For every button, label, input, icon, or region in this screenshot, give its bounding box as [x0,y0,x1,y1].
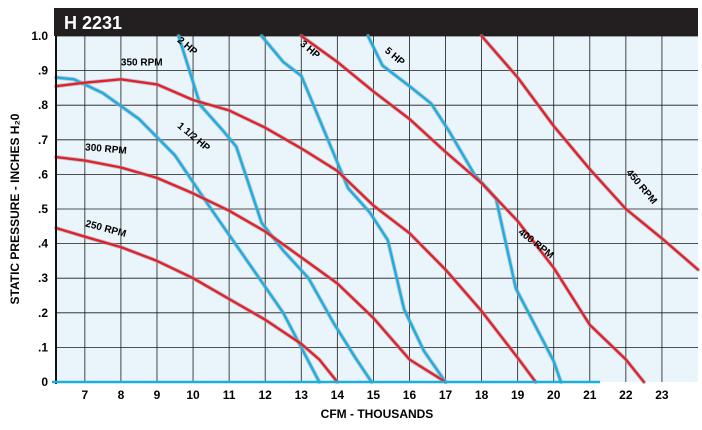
chart-title: H 2231 [64,13,122,33]
rpm-curve-250-rpm [54,226,339,384]
x-tick-label: 16 [403,388,417,402]
y-tick-label: 1.0 [31,29,48,43]
y-tick-label: .8 [38,98,48,112]
y-tick-label: .9 [38,64,48,78]
x-tick-label: 12 [259,388,273,402]
y-tick-label: .5 [38,202,48,216]
hp-curve-3-hp [260,34,447,384]
x-tick-label: 13 [295,388,309,402]
x-tick-label: 9 [154,388,161,402]
x-tick-label: 14 [331,388,345,402]
x-tick-label: 7 [82,388,89,402]
x-tick-label: 18 [475,388,489,402]
x-tick-label: 22 [619,388,633,402]
y-tick-labels: 0 .1 .2 .3 .4 .5 .6 .7 .8 .9 1.0 [31,29,48,389]
y-tick-label: .4 [38,237,48,251]
x-tick-label: 17 [439,388,453,402]
x-tick-label: 11 [223,388,236,402]
x-tick-label: 15 [367,388,381,402]
y-tick-label: .2 [38,306,48,320]
axis-lines [52,36,600,384]
x-axis-title: CFM - THOUSANDS [321,407,434,421]
x-tick-label: 10 [186,388,200,402]
rpm-curve-350-rpm [54,78,537,384]
x-tick-label: 21 [583,388,597,402]
x-tick-label: 19 [511,388,525,402]
curve-label-350-rpm: 350 RPM [121,57,163,68]
y-tick-label: .3 [38,271,48,285]
y-tick-label: .7 [38,133,48,147]
rpm-curves [53,33,701,385]
rpm-curve-450-rpm [480,34,700,271]
x-tick-labels: 7 8 9 10 11 12 13 14 15 16 17 18 19 20 21 22 23 [82,388,669,402]
rpm-curve-300-rpm [54,155,447,384]
y-axis-title: STATIC PRESSURE - INCHES H₂0 [8,113,22,304]
y-tick-label: 0 [41,375,48,389]
title-bar [54,8,698,36]
x-tick-label: 8 [118,388,125,402]
rpm-curve-400-rpm [300,34,646,384]
y-tick-label: .1 [38,340,48,354]
curve-label-300-rpm: 300 RPM [85,142,127,157]
y-tick-label: .6 [38,167,48,181]
x-tick-label: 20 [547,388,561,402]
x-tick-label: 23 [655,388,669,402]
